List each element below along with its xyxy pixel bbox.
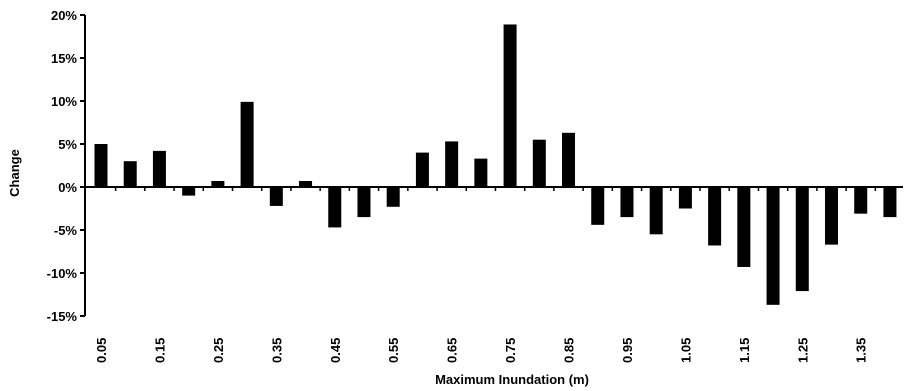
- x-tick-label: 0.85: [562, 338, 577, 363]
- y-axis: [80, 14, 86, 317]
- bar-0.75: [503, 24, 517, 188]
- y-tick-label: 20%: [51, 8, 77, 23]
- x-tick-labels: 0.05 0.15 0.25 0.35 0.45 0.55 0.65 0.75 0.85 0.95…: [94, 338, 869, 363]
- y-tick-label: 5%: [58, 137, 77, 152]
- x-tick-label: 0.05: [94, 338, 109, 363]
- y-tick-labels: 20% 15% 10% 5% 0% -5% -10% -15%: [47, 8, 78, 324]
- bar-0.90: [591, 187, 605, 225]
- bar-1.15: [737, 187, 751, 267]
- bars: [94, 24, 897, 305]
- y-tick-label: 10%: [51, 94, 77, 109]
- bar-0.30: [240, 101, 254, 187]
- bar-1.05: [678, 187, 692, 209]
- bar-0.15: [152, 150, 166, 187]
- bar-0.05: [94, 144, 108, 187]
- x-tick-label: 1.05: [678, 338, 693, 363]
- x-tick-label: 0.55: [386, 338, 401, 363]
- bar-0.45: [328, 187, 342, 228]
- bar-0.85: [562, 132, 576, 187]
- x-tick-label: 1.25: [795, 338, 810, 363]
- bar-1.10: [708, 187, 722, 246]
- x-tick-label: 0.25: [211, 338, 226, 363]
- bar-0.35: [269, 187, 283, 206]
- x-axis-title: Maximum Inundation (m): [435, 372, 589, 387]
- x-tick-label: 1.15: [737, 338, 752, 363]
- bar-0.10: [123, 161, 137, 187]
- y-tick-label: 15%: [51, 51, 77, 66]
- bar-1.40: [883, 187, 897, 218]
- bar-0.50: [357, 187, 371, 218]
- y-tick-label: -15%: [47, 309, 78, 324]
- bar-0.65: [445, 141, 459, 187]
- y-tick-label: 0%: [58, 180, 77, 195]
- x-axis: [85, 186, 903, 191]
- bar-0.95: [620, 187, 634, 218]
- bar-0.40: [299, 180, 313, 187]
- bar-1.30: [825, 187, 838, 245]
- y-tick-label: -10%: [47, 266, 78, 281]
- bar-1.35: [854, 187, 868, 214]
- y-axis-title: Change: [7, 149, 22, 197]
- x-tick-label: 0.95: [620, 338, 635, 363]
- bar-0.55: [386, 187, 400, 207]
- x-tick-label: 0.45: [328, 338, 343, 363]
- x-tick-label: 0.15: [152, 338, 167, 363]
- bar-0.70: [474, 158, 488, 187]
- bar-1.25: [795, 187, 809, 292]
- bar-1.20: [766, 187, 780, 305]
- y-tick-label: -5%: [54, 223, 78, 238]
- x-tick-label: 0.65: [445, 338, 460, 363]
- x-tick-label: 0.75: [503, 338, 518, 363]
- bar-0.80: [532, 139, 546, 187]
- bar-0.20: [182, 187, 196, 196]
- bar-0.25: [211, 180, 225, 187]
- x-tick-label: 1.35: [854, 338, 869, 363]
- x-tick-label: 0.35: [269, 338, 284, 363]
- bar-0.60: [415, 152, 429, 187]
- bar-1.00: [649, 187, 663, 235]
